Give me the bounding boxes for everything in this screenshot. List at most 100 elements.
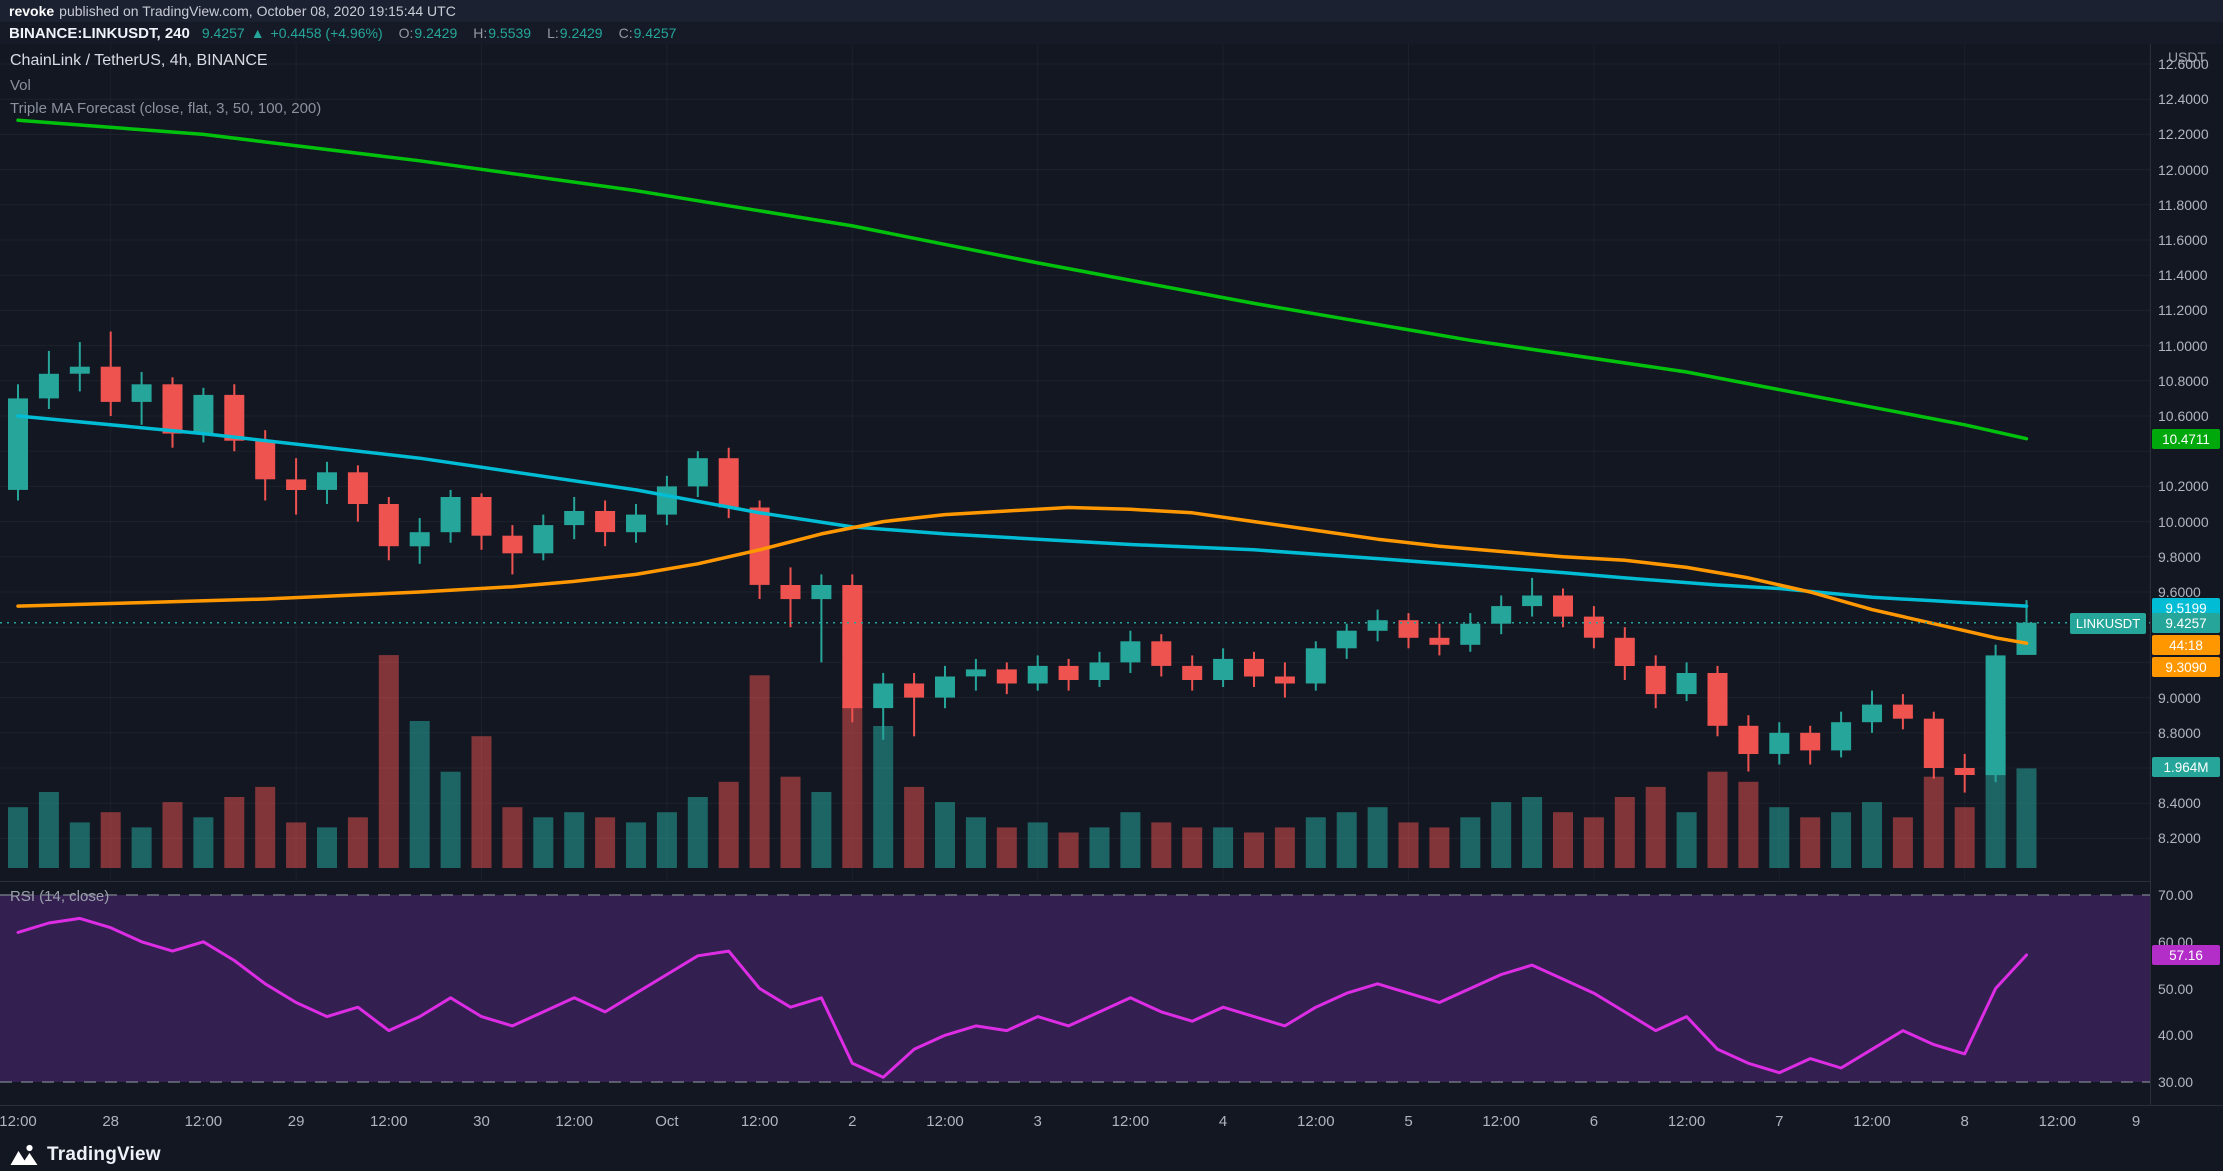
- price-tick-label: 12.4000: [2158, 91, 2209, 108]
- price-tick-label: 11.4000: [2158, 267, 2208, 284]
- candle-body: [1089, 662, 1110, 680]
- time-axis-label: 30: [473, 1113, 490, 1130]
- volume-bar: [2016, 768, 2037, 868]
- candle-body: [718, 458, 739, 508]
- candle-body: [38, 373, 59, 399]
- publish-info-bar: revoke published on TradingView.com, Oct…: [0, 0, 2223, 22]
- volume-bar: [564, 812, 585, 868]
- candle-body: [8, 398, 28, 490]
- candle-body: [842, 585, 863, 709]
- volume-bar: [1954, 807, 1975, 868]
- candle-body: [1707, 673, 1728, 726]
- rsi-band-fill: [0, 895, 2150, 1082]
- legend-ma-indicator[interactable]: Triple MA Forecast (close, flat, 3, 50, …: [10, 100, 322, 117]
- candle-body: [1769, 732, 1790, 754]
- symbol-title: BINANCE:LINKUSDT, 240: [9, 24, 190, 42]
- volume-bar: [1491, 802, 1512, 868]
- candle-body: [749, 507, 770, 585]
- volume-bar: [996, 827, 1017, 868]
- time-axis[interactable]: 12:00 28 12:00 29 12:00 30 12:00 Oct 12:00 2 12:00…: [0, 1105, 2150, 1138]
- price-tick-label: 12.6000: [2158, 56, 2209, 72]
- candle-body: [1553, 595, 1573, 617]
- volume-bar: [1460, 817, 1481, 868]
- time-axis-label: 12:00: [1482, 1113, 1520, 1130]
- time-axis-label: 12:00: [740, 1113, 779, 1130]
- volume-bar: [1213, 827, 1234, 868]
- rsi-tick-label: 70.00: [2158, 887, 2194, 903]
- axis-price-badge: 9.4257: [2152, 613, 2220, 633]
- price-tick-label: 8.4000: [2158, 795, 2201, 812]
- axis-price-badge: 57.16: [2152, 945, 2220, 965]
- candle-body: [100, 366, 121, 402]
- volume-bar: [687, 797, 708, 868]
- candle-body: [131, 384, 152, 402]
- up-arrow-icon: ▲: [250, 25, 265, 41]
- pane-divider[interactable]: [0, 881, 2223, 882]
- candle-body: [1460, 623, 1481, 645]
- volume-bar: [656, 812, 677, 868]
- price-tick-label: 11.6000: [2158, 232, 2208, 248]
- candle-body: [1058, 665, 1079, 680]
- candle-body: [811, 585, 832, 600]
- candle-body: [1954, 768, 1975, 775]
- volume-bar: [780, 776, 801, 868]
- legend-volume-indicator[interactable]: Vol: [10, 77, 31, 94]
- volume-bar: [1429, 827, 1450, 868]
- price-tick-label: 10.2000: [2158, 478, 2209, 495]
- candle-body: [1676, 673, 1697, 695]
- price-axis[interactable]: USDT 8.2000 8.4000 8.8000 9.0000 9.6000 9.800…: [2151, 44, 2223, 1105]
- volume-bar: [162, 802, 183, 868]
- legend-symbol-title[interactable]: ChainLink / TetherUS, 4h, BINANCE: [10, 52, 268, 69]
- price-tick-label: 9.8000: [2158, 548, 2201, 565]
- volume-bar: [286, 822, 307, 868]
- candle-body: [904, 683, 925, 698]
- volume-bar: [1336, 812, 1357, 868]
- volume-bar: [1738, 781, 1759, 868]
- volume-bar: [1522, 797, 1543, 868]
- chart-legend: ChainLink / TetherUS, 4h, BINANCE Vol Tr…: [10, 52, 321, 123]
- volume-bar: [131, 827, 152, 868]
- time-axis-label: 7: [1775, 1113, 1784, 1130]
- candle-body: [409, 532, 430, 547]
- volume-bar: [69, 822, 90, 868]
- volume-bar: [1676, 812, 1697, 868]
- time-axis-label: 12:00: [555, 1113, 593, 1130]
- open-label: O:: [398, 25, 414, 41]
- volume-bar: [440, 771, 461, 868]
- volume-bar: [1707, 771, 1728, 868]
- volume-bar: [1027, 822, 1048, 868]
- price-chart-pane[interactable]: [0, 44, 2150, 882]
- rsi-indicator-label[interactable]: RSI (14, close): [10, 888, 110, 905]
- candle-body: [595, 511, 616, 533]
- time-axis-label: 12:00: [1297, 1113, 1335, 1130]
- candle-body: [1151, 641, 1172, 666]
- tradingview-brand[interactable]: TradingView: [47, 1143, 161, 1165]
- candle-body: [440, 497, 461, 533]
- volume-bar: [1151, 822, 1172, 868]
- publisher-name[interactable]: revoke: [9, 3, 55, 19]
- volume-bar: [38, 792, 59, 868]
- candle-body: [1892, 704, 1913, 719]
- axis-price-badge: 9.3090: [2152, 657, 2220, 677]
- volume-bar: [1120, 812, 1141, 868]
- volume-bar: [1645, 786, 1666, 868]
- candle-body: [1027, 665, 1048, 684]
- time-axis-label: 5: [1404, 1113, 1413, 1130]
- candle-body: [1120, 641, 1141, 663]
- volume-bar: [100, 812, 121, 868]
- volume-bar: [1244, 832, 1264, 868]
- candle-body: [347, 472, 368, 504]
- tradingview-logo-icon[interactable]: [10, 1143, 38, 1167]
- volume-bar: [409, 721, 430, 868]
- last-price-symbol-tag: LINKUSDT: [2070, 613, 2146, 634]
- candle-body: [69, 366, 90, 374]
- time-axis-label: 12:00: [184, 1113, 223, 1130]
- candle-body: [502, 535, 523, 554]
- volume-bar: [935, 802, 955, 868]
- rsi-pane[interactable]: [0, 882, 2150, 1105]
- time-axis-label: 12:00: [2038, 1113, 2077, 1130]
- symbol-info-bar: BINANCE:LINKUSDT, 240 9.4257 ▲ +0.4458 (…: [0, 22, 2223, 44]
- candle-body: [656, 486, 677, 515]
- volume-bar: [347, 817, 368, 868]
- candle-body: [1305, 648, 1326, 684]
